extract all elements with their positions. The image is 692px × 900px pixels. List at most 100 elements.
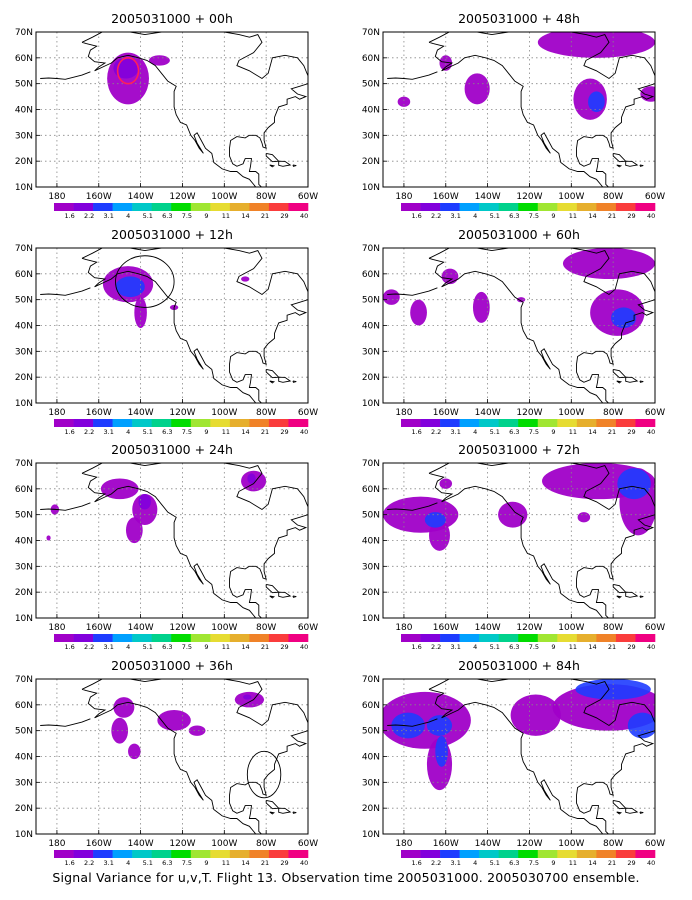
colorbar-segment [171, 634, 192, 642]
colorbar-segment [518, 203, 539, 211]
colorbar-label: 1.6 [64, 859, 74, 867]
plot-content [36, 248, 308, 403]
coastline-island [269, 811, 275, 815]
colorbar-label: 40 [647, 859, 655, 867]
colorbar-label: 21 [608, 643, 616, 651]
coastline-island [269, 595, 275, 599]
colorbar-segment [112, 850, 133, 858]
aleutian-islands [40, 718, 91, 727]
coastline-island [612, 799, 627, 810]
colorbar-segment [557, 634, 578, 642]
colorbar-label: 2.2 [431, 428, 441, 436]
colorbar-label: 9 [204, 212, 208, 220]
coastline-island [292, 164, 297, 167]
x-tick-label: 100W [211, 623, 237, 633]
colorbar-label: 5.1 [143, 643, 153, 651]
colorbar-label: 6.3 [162, 428, 172, 436]
colorbar-segment [596, 634, 617, 642]
x-tick-label: 140W [475, 839, 501, 849]
colorbar-segment [518, 634, 539, 642]
colorbar-label: 7.5 [182, 859, 192, 867]
colorbar-segment [498, 850, 519, 858]
panel-title: 2005031000 + 24h [111, 442, 233, 457]
variance-region [435, 735, 448, 767]
coastline-island [616, 164, 623, 168]
y-tick-label: 20N [362, 157, 380, 167]
x-tick-label: 120W [169, 408, 195, 418]
colorbar-segment [537, 850, 558, 858]
x-tick-label: 180 [48, 192, 65, 202]
coastline-island [278, 376, 292, 383]
colorbar-label: 29 [280, 212, 288, 220]
variance-region [157, 710, 191, 731]
colorbar-segment [596, 203, 617, 211]
colorbar-segment [268, 203, 289, 211]
colorbar-segment [112, 419, 133, 427]
colorbar-segment [229, 203, 250, 211]
y-tick-label: 70N [362, 459, 380, 469]
y-tick-label: 50N [362, 296, 380, 306]
colorbar-segment [93, 850, 113, 858]
coastline-island [657, 79, 670, 92]
x-tick-label: 120W [516, 192, 542, 202]
colorbar-label: 21 [608, 859, 616, 867]
panel-title: 2005031000 + 48h [458, 11, 580, 26]
colorbar-segment [190, 634, 211, 642]
plot-content [383, 248, 655, 403]
x-tick-label: 60W [645, 623, 665, 633]
colorbar-label: 21 [261, 428, 269, 436]
colorbar-label: 2.2 [431, 212, 441, 220]
colorbar-label: 7.5 [529, 859, 539, 867]
colorbar-label: 7.5 [182, 643, 192, 651]
colorbar-segment [459, 850, 480, 858]
colorbar-label: 3.1 [104, 643, 114, 651]
colorbar-label: 14 [588, 428, 596, 436]
colorbar-segment [93, 203, 113, 211]
colorbar-label: 14 [588, 643, 596, 651]
map-panel: 2005031000 + 12h 10N 20N 30N 40N 50N 60N 70N 180… [15, 227, 318, 436]
colorbar-label: 5.1 [490, 859, 500, 867]
colorbar-label: 2.2 [431, 859, 441, 867]
variance-region [516, 297, 526, 303]
colorbar-segment [151, 634, 172, 642]
map-panel: 2005031000 + 60h 10N 20N 30N 40N 50N 60N 70N 180… [362, 227, 665, 436]
colorbar-label: 11 [569, 643, 577, 651]
variance-region [247, 473, 256, 484]
colorbar-segment [479, 419, 499, 427]
panel-title: 2005031000 + 00h [111, 11, 233, 26]
colorbar-label: 4 [126, 643, 130, 651]
variance-region [383, 691, 471, 749]
panel-title: 2005031000 + 36h [111, 658, 233, 673]
variance-region [426, 715, 453, 736]
y-tick-label: 30N [362, 131, 380, 141]
aleutian-islands [40, 71, 91, 80]
colorbar-segment [596, 850, 617, 858]
x-tick-label: 160W [433, 192, 459, 202]
x-tick-label: 120W [516, 408, 542, 418]
colorbar-label: 3.1 [104, 212, 114, 220]
x-tick-label: 180 [48, 408, 65, 418]
aleutian-islands [387, 718, 438, 727]
colorbar-label: 11 [222, 643, 230, 651]
coastline-island [625, 160, 639, 167]
y-tick-label: 30N [15, 778, 33, 788]
colorbar-segment [171, 419, 192, 427]
variance-region [627, 712, 655, 739]
colorbar-segment [440, 850, 460, 858]
x-tick-label: 100W [211, 839, 237, 849]
variance-region [128, 743, 141, 760]
red-contour [116, 57, 140, 85]
x-tick-label: 100W [558, 623, 584, 633]
x-tick-label: 160W [433, 839, 459, 849]
x-tick-label: 120W [516, 623, 542, 633]
colorbar-label: 5.1 [490, 212, 500, 220]
x-tick-label: 160W [433, 623, 459, 633]
colorbar-label: 11 [222, 428, 230, 436]
y-tick-label: 70N [15, 459, 33, 469]
x-tick-label: 140W [128, 839, 154, 849]
variance-region [241, 276, 250, 282]
map-panel: 2005031000 + 84h 10N 20N 30N 40N 50N 60N 70N 180… [362, 658, 665, 867]
colorbar-segment [249, 203, 270, 211]
colorbar-label: 1.6 [64, 428, 74, 436]
x-tick-label: 180 [48, 839, 65, 849]
